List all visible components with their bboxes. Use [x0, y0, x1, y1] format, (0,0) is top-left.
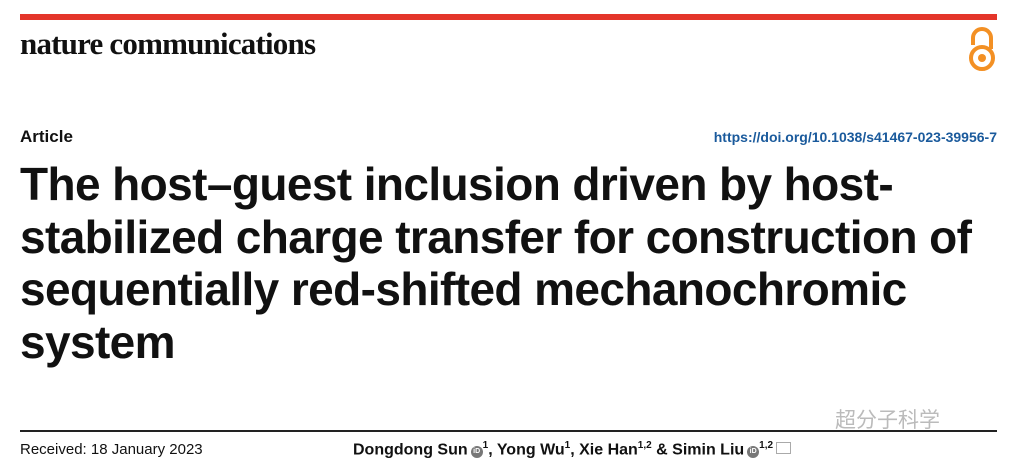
article-type: Article — [20, 127, 73, 146]
orcid-icon[interactable]: iD — [747, 446, 760, 459]
affiliation: 1,2 — [637, 440, 652, 451]
journal-accent-bar — [20, 14, 997, 20]
affiliation: 1 — [482, 440, 489, 451]
author-name[interactable]: Dongdong Sun — [353, 441, 468, 459]
author-name[interactable]: Xie Han — [579, 441, 638, 459]
separator: , — [570, 441, 580, 459]
author-name[interactable]: Yong Wu — [496, 441, 565, 459]
affiliation: 1,2 — [759, 440, 774, 451]
author-name[interactable]: Simin Liu — [672, 441, 745, 459]
email-icon[interactable] — [776, 442, 792, 455]
open-lock-icon — [969, 27, 995, 71]
orcid-icon[interactable]: iD — [470, 446, 483, 459]
received-date: Received: 18 January 2023 — [20, 441, 203, 458]
separator: & — [651, 441, 673, 459]
watermark: 超分子科学 — [835, 408, 940, 432]
separator: , — [488, 441, 497, 459]
journal-name: nature communications — [20, 26, 316, 61]
author-list: Dongdong Sun iD1, Yong Wu1, Xie Han1,2 & … — [353, 440, 792, 459]
doi-link[interactable]: https://doi.org/10.1038/s41467-023-39956… — [713, 129, 997, 145]
article-title: The host–guest inclusion driven by host-… — [20, 158, 972, 368]
divider — [20, 430, 997, 432]
affiliation: 1 — [564, 440, 571, 451]
